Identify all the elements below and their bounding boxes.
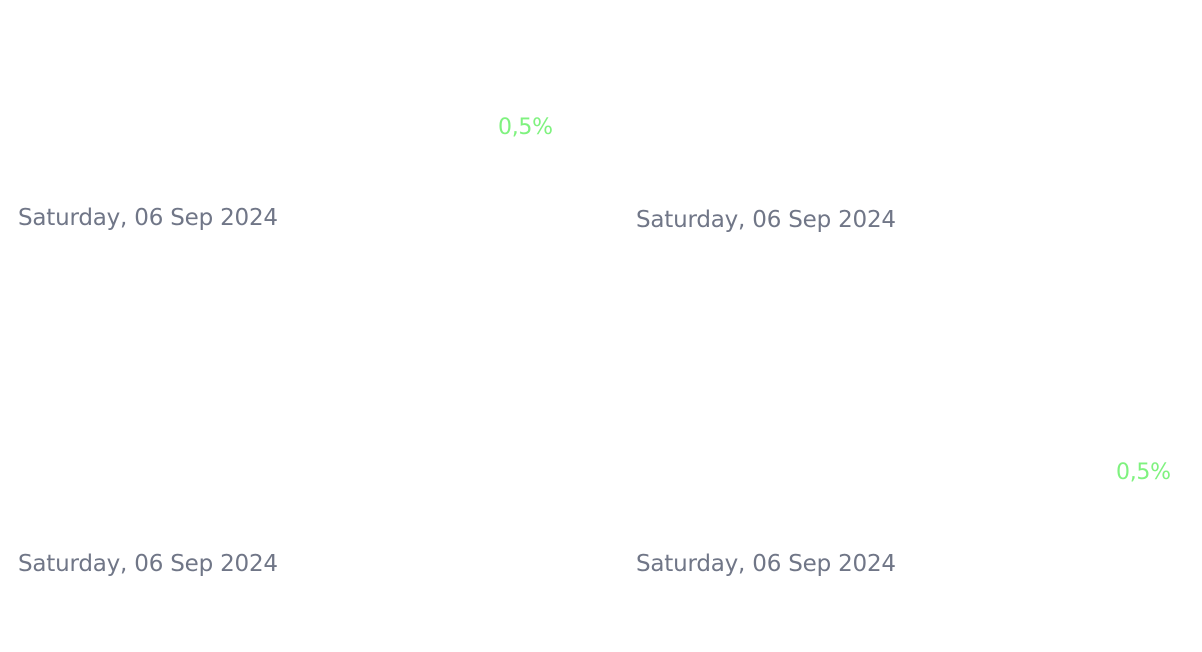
change-percent: 0,5% xyxy=(1116,460,1171,485)
change-percent: 0,5% xyxy=(498,115,553,140)
card-date: Saturday, 06 Sep 2024 xyxy=(18,205,278,231)
stat-card: Saturday, 06 Sep 2024 xyxy=(0,345,560,645)
card-date: Saturday, 06 Sep 2024 xyxy=(636,551,896,577)
stat-card: 0,5% Saturday, 06 Sep 2024 xyxy=(0,0,560,300)
stat-card: 0,5% Saturday, 06 Sep 2024 xyxy=(618,345,1178,645)
card-date: Saturday, 06 Sep 2024 xyxy=(636,207,896,233)
stat-card: Saturday, 06 Sep 2024 xyxy=(618,0,1178,300)
card-date: Saturday, 06 Sep 2024 xyxy=(18,551,278,577)
